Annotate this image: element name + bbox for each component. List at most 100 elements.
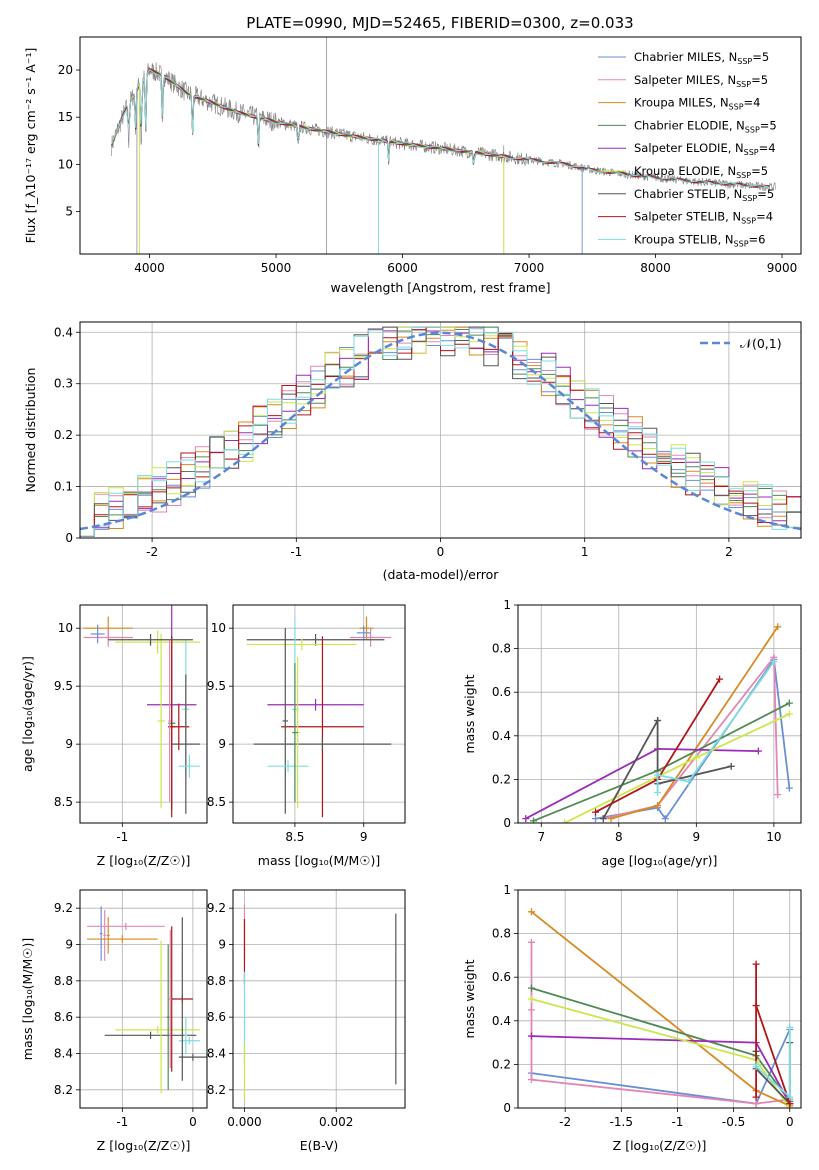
axes-age_vs_Z: -1 8.5 9 9.5 10 Z [log₁₀(Z/Z☉)] age [log₁₀(age… bbox=[20, 604, 208, 868]
x-tick-label: 0.002 bbox=[319, 1115, 353, 1129]
axes-frame bbox=[79, 604, 208, 824]
x-tick-label: -1.5 bbox=[610, 1115, 633, 1129]
x-axis-label: (data-model)/error bbox=[383, 567, 500, 582]
axes-frame bbox=[232, 604, 406, 824]
y-tick-label: 0.8 bbox=[492, 642, 511, 656]
y-axis-label: mass weight bbox=[462, 674, 477, 753]
series-marker bbox=[685, 778, 693, 786]
model-spectrum-line bbox=[111, 69, 770, 188]
series-marker bbox=[592, 815, 600, 823]
axes-spectrum: 4000 5000 6000 7000 8000 9000 5 10 15 20 wavelengt… bbox=[23, 36, 802, 295]
x-axis-label: age [log₁₀(age/yr)] bbox=[602, 853, 718, 868]
x-tick-label: 0 bbox=[189, 1115, 197, 1129]
plot-area-spectrum bbox=[111, 37, 776, 254]
x-tick-label: 7000 bbox=[514, 261, 545, 275]
axes-residual_distribution: -2 -1 0 1 2 0 0.1 0.2 0.3 0.4 (data-model)/error No… bbox=[23, 321, 802, 582]
axes-age_vs_mass: 8.5 9 8.5 9 9.5 10 mass [log₁₀(M/M☉)] bbox=[207, 604, 406, 868]
axes-mass_vs_EBV: 0.000 0.002 8.2 8.4 8.6 8.8 9 9.2 E(B-V) bbox=[207, 889, 406, 1153]
series-marker bbox=[522, 815, 530, 823]
x-tick-label: 8000 bbox=[640, 261, 671, 275]
plot-area-age_vs_Z bbox=[83, 605, 200, 818]
x-tick-label: 5000 bbox=[261, 261, 292, 275]
series-marker bbox=[786, 1023, 794, 1031]
series-marker bbox=[592, 808, 600, 816]
series-line bbox=[533, 702, 790, 822]
series-line bbox=[656, 661, 775, 793]
series-line bbox=[603, 654, 779, 820]
x-tick-label: 1 bbox=[581, 545, 589, 559]
x-tick-label: 4000 bbox=[134, 261, 165, 275]
series-marker bbox=[752, 1100, 760, 1108]
y-tick-label: 8.6 bbox=[207, 1010, 226, 1024]
axes-frame bbox=[517, 604, 802, 824]
x-axis-label: Z [log₁₀(Z/Z☉)] bbox=[613, 1138, 707, 1153]
y-tick-label: 0.1 bbox=[54, 480, 73, 494]
model-spectrum-line bbox=[111, 69, 504, 164]
series-marker bbox=[527, 984, 535, 992]
series-marker bbox=[774, 791, 782, 799]
legend-entry: Kroupa STELIB, NSSP=6 bbox=[634, 232, 765, 248]
axes-mass_vs_Z: -1 0 8.2 8.4 8.6 8.8 9 9.2 Z [log₁₀(Z/Z☉)] mass [… bbox=[20, 889, 208, 1153]
y-tick-label: 8.8 bbox=[207, 974, 226, 988]
axes-weight_vs_Z: -2 -1.5 -1 -0.5 0 0 0.2 0.4 0.6 0.8 1 Z [log₁₀(Z/Z☉… bbox=[462, 883, 802, 1153]
y-tick-label: 0.6 bbox=[492, 970, 511, 984]
series-marker bbox=[527, 1076, 535, 1084]
series-marker bbox=[785, 699, 793, 707]
plot-area-weight_vs_Z bbox=[527, 908, 794, 1108]
y-tick-label: 0 bbox=[503, 1101, 511, 1115]
series-marker bbox=[752, 960, 760, 968]
x-axis-label: mass [log₁₀(M/M☉)] bbox=[258, 853, 380, 868]
axes-frame bbox=[79, 36, 802, 255]
series-marker bbox=[561, 819, 569, 823]
histogram-series bbox=[80, 326, 801, 537]
series-marker bbox=[785, 710, 793, 718]
x-tick-label: 6000 bbox=[387, 261, 418, 275]
plot-area-residual_distribution bbox=[80, 326, 801, 537]
series-line bbox=[602, 717, 732, 820]
y-tick-label: 9 bbox=[65, 737, 73, 751]
series-line bbox=[595, 657, 791, 821]
y-tick-label: 0.6 bbox=[492, 685, 511, 699]
y-tick-label: 8.4 bbox=[54, 1047, 73, 1061]
y-tick-label: 8.2 bbox=[207, 1083, 226, 1097]
y-tick-label: 9 bbox=[218, 737, 226, 751]
axes-frame bbox=[232, 889, 406, 1109]
series-marker bbox=[527, 1006, 535, 1014]
series-marker bbox=[752, 1063, 760, 1071]
series-marker bbox=[727, 762, 735, 770]
y-tick-label: 10 bbox=[58, 157, 73, 171]
x-tick-label: 9000 bbox=[767, 261, 798, 275]
series-marker bbox=[527, 908, 535, 916]
axes-frame bbox=[79, 889, 208, 1109]
plot-area-weight_vs_age bbox=[522, 623, 793, 823]
y-tick-label: 9.2 bbox=[207, 901, 226, 915]
y-axis-label: mass [log₁₀(M/M☉)] bbox=[20, 938, 35, 1060]
series-marker bbox=[527, 1032, 535, 1040]
y-tick-label: 9.2 bbox=[54, 901, 73, 915]
y-tick-label: 9 bbox=[218, 938, 226, 952]
x-tick-label: -2 bbox=[146, 545, 158, 559]
y-tick-label: 0.2 bbox=[492, 1057, 511, 1071]
y-tick-label: 8.6 bbox=[54, 1010, 73, 1024]
y-axis-label: Normed distribution bbox=[23, 368, 38, 493]
y-tick-label: 9 bbox=[65, 938, 73, 952]
y-tick-label: 8.5 bbox=[207, 795, 226, 809]
axes-weight_vs_age: 7 8 9 10 0 0.2 0.4 0.6 0.8 1 age [log₁₀(age/yr)] ma… bbox=[462, 598, 802, 868]
y-tick-label: 10 bbox=[58, 621, 73, 635]
plot-area-mass_vs_EBV bbox=[243, 904, 397, 1099]
series-line bbox=[755, 964, 791, 1104]
series-marker bbox=[530, 817, 538, 823]
y-axis-label: Flux [f_λ10⁻¹⁷ erg cm⁻² s⁻¹ A⁻¹] bbox=[23, 48, 38, 244]
x-axis-label: E(B-V) bbox=[300, 1138, 339, 1153]
series-marker bbox=[716, 675, 724, 683]
y-tick-label: 20 bbox=[58, 63, 73, 77]
figure-title: PLATE=0990, MJD=52465, FIBERID=0300, z=0… bbox=[246, 14, 633, 32]
series-marker bbox=[661, 815, 669, 823]
x-tick-label: 2 bbox=[725, 545, 733, 559]
y-tick-label: 0 bbox=[65, 531, 73, 545]
y-tick-label: 8.2 bbox=[54, 1083, 73, 1097]
series-marker bbox=[785, 784, 793, 792]
series-line bbox=[530, 942, 790, 1105]
x-tick-label: 0 bbox=[437, 545, 445, 559]
